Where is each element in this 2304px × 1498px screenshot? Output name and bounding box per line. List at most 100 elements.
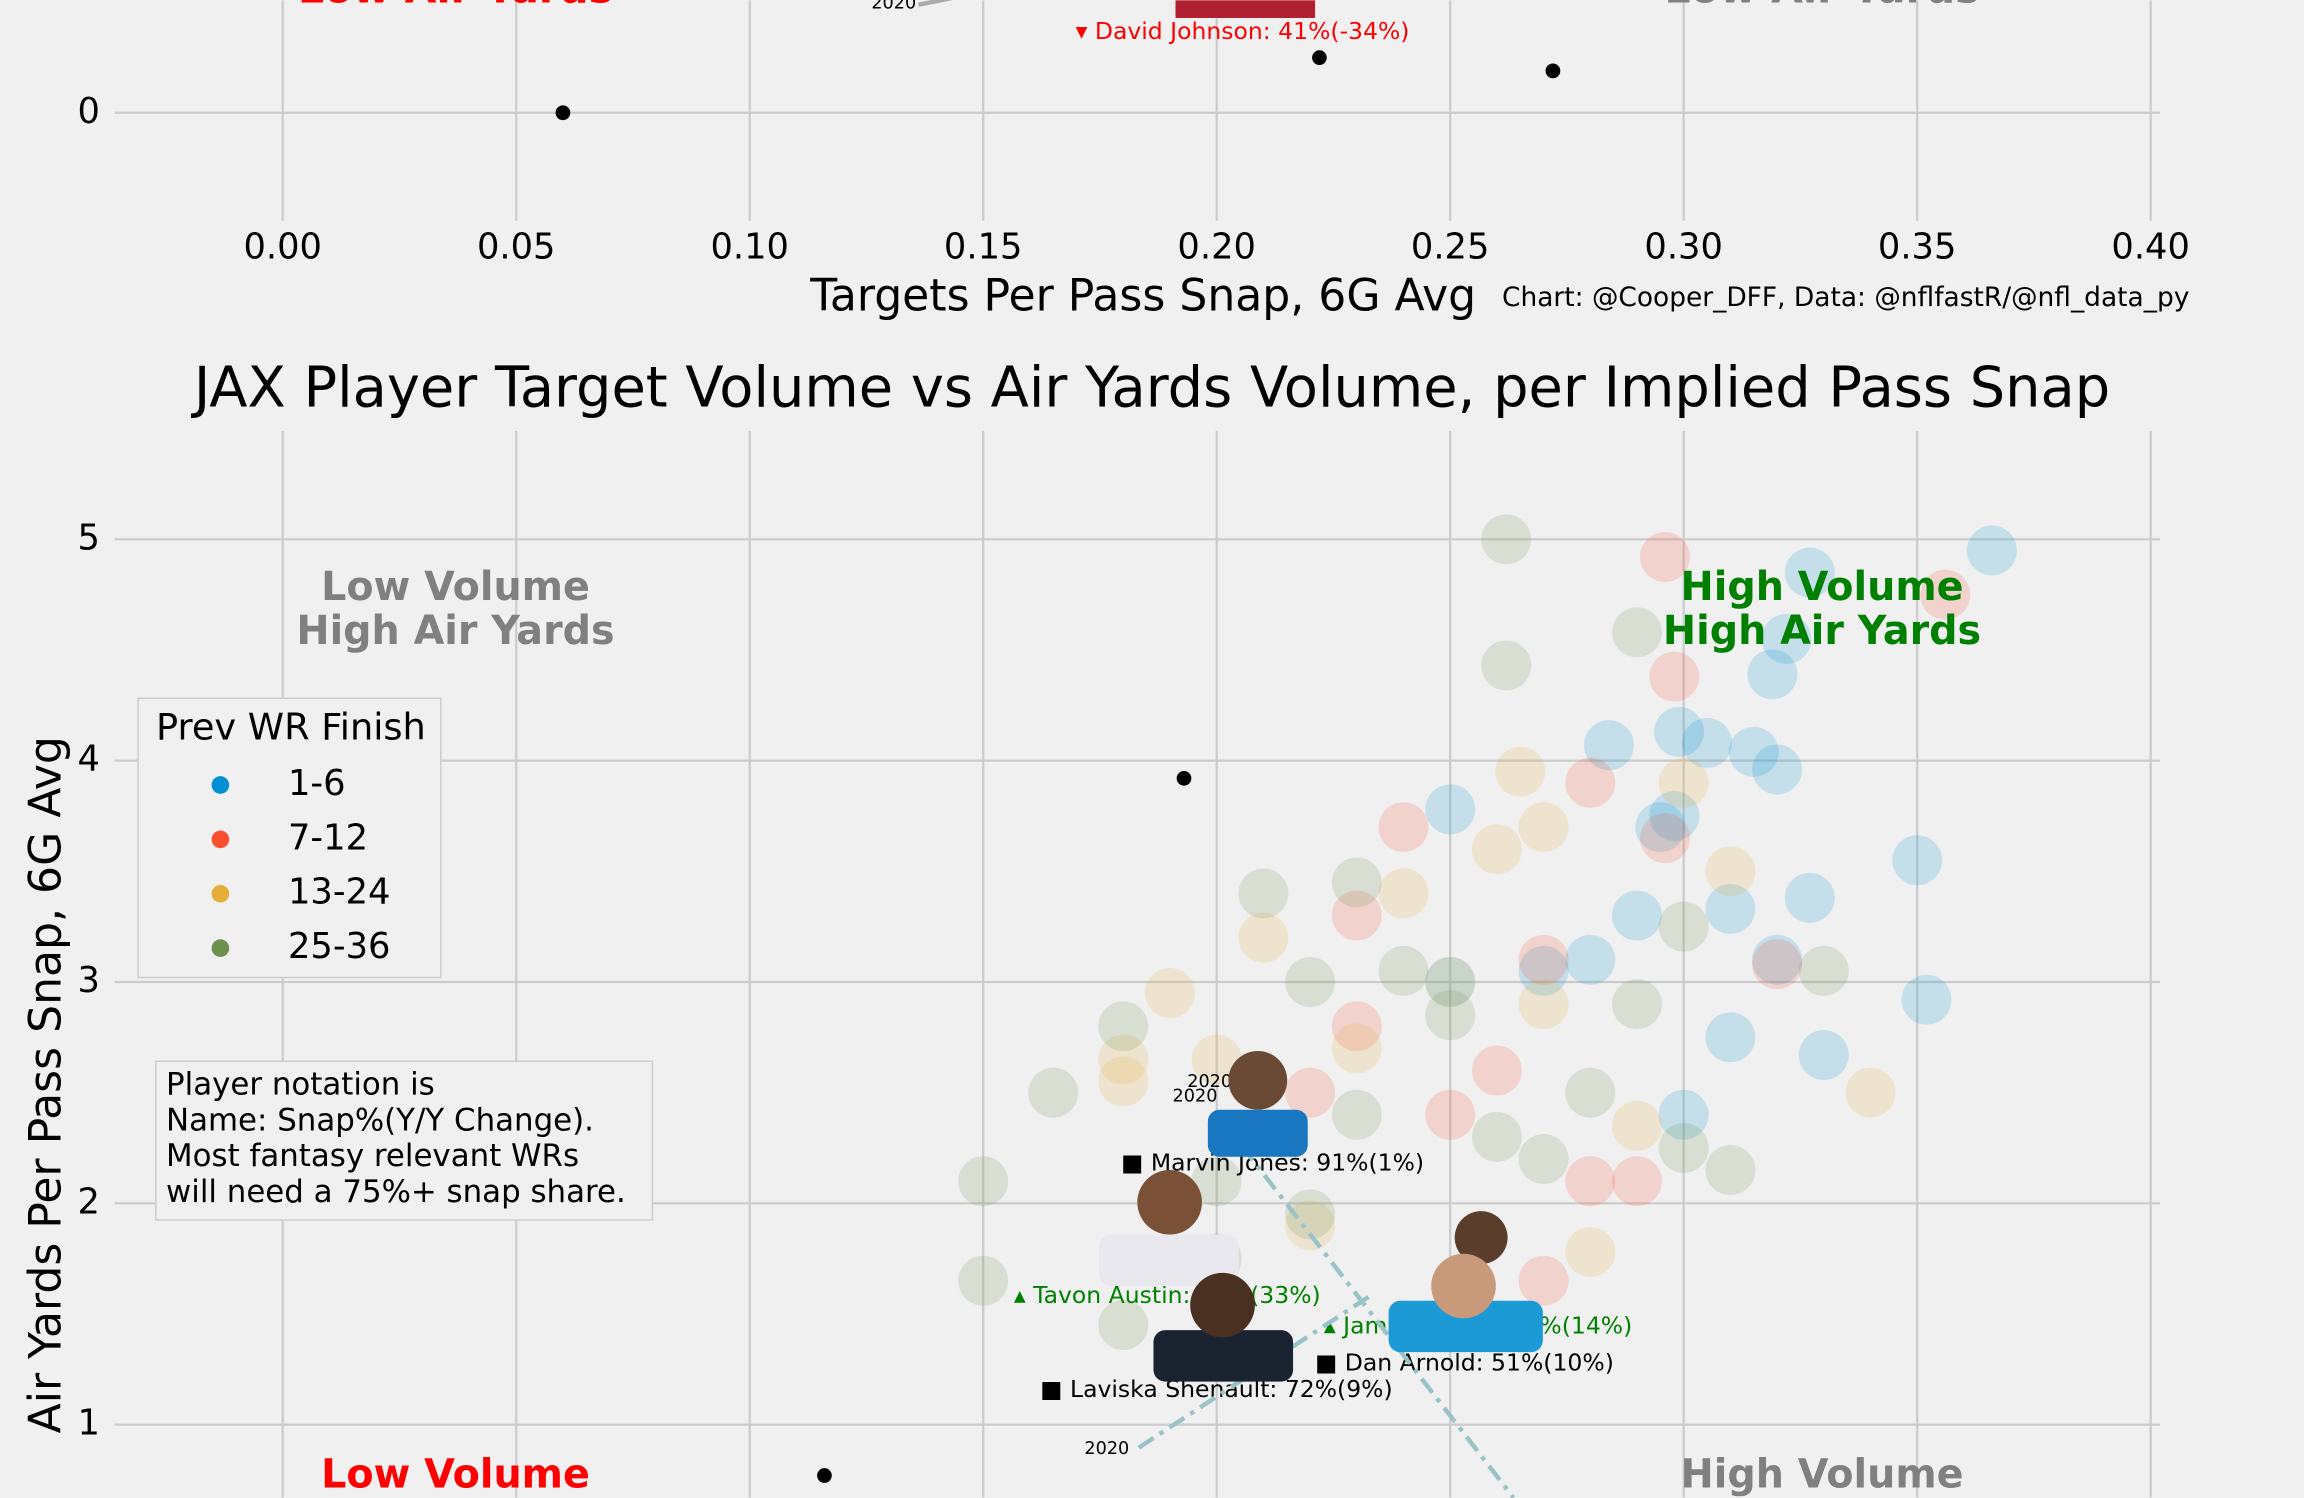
bubble bbox=[1611, 607, 1662, 658]
legend-marker bbox=[211, 939, 230, 957]
bubble bbox=[1611, 890, 1662, 941]
bubble bbox=[1495, 746, 1546, 797]
bubble bbox=[1425, 990, 1476, 1041]
legend-label: 13-24 bbox=[288, 872, 390, 913]
quadrant-label: High Volume bbox=[1681, 564, 1964, 610]
bubble bbox=[1285, 956, 1336, 1007]
bubble bbox=[1901, 974, 1952, 1025]
bubble bbox=[1145, 968, 1195, 1019]
bubble bbox=[1425, 956, 1476, 1007]
bubble bbox=[1425, 1089, 1476, 1140]
bubble bbox=[1747, 649, 1798, 700]
bubble bbox=[1565, 1156, 1616, 1207]
quadrant-label: High Air Yards bbox=[296, 608, 614, 654]
bubble bbox=[1565, 934, 1616, 985]
bubble bbox=[1611, 979, 1662, 1030]
y-tick-label: 4 bbox=[77, 739, 99, 780]
quadrant-label: High Volume bbox=[1681, 1452, 1964, 1498]
bubble bbox=[1654, 706, 1704, 757]
headshot bbox=[1099, 1169, 1239, 1287]
y-tick-label: 5 bbox=[77, 517, 99, 558]
y-tick-label: 3 bbox=[77, 960, 99, 1001]
annotation: 2020 bbox=[871, 0, 916, 13]
headshot bbox=[1388, 1211, 1543, 1353]
bubble bbox=[1331, 1001, 1382, 1052]
bubble bbox=[1658, 1089, 1709, 1140]
bubble bbox=[1658, 901, 1709, 952]
legend: Prev WR Finish 1-6 7-12 13-24 25-36 bbox=[137, 697, 442, 979]
decorations bbox=[917, 0, 1543, 1498]
bubble bbox=[1518, 802, 1569, 853]
bubble bbox=[1784, 872, 1835, 923]
x-tick-label: 0.15 bbox=[944, 227, 1023, 268]
legend-marker bbox=[211, 776, 230, 794]
bubble bbox=[1649, 790, 1700, 841]
bubble bbox=[1565, 1227, 1616, 1277]
point bbox=[1176, 771, 1192, 786]
bubble bbox=[1481, 514, 1532, 565]
bubble bbox=[1705, 1145, 1756, 1196]
bubble bbox=[1331, 890, 1382, 941]
y-tick-label: 1 bbox=[77, 1403, 99, 1444]
bubble bbox=[1238, 868, 1289, 919]
x-tick-label: 0.20 bbox=[1177, 227, 1256, 268]
x-axis-label: Targets Per Pass Snap, 6G Avg bbox=[809, 271, 1476, 322]
bubble bbox=[1378, 802, 1429, 853]
bubble bbox=[1378, 868, 1429, 919]
note-line: Player notation is bbox=[166, 1067, 435, 1103]
player-label: 2020 bbox=[1084, 1439, 1129, 1459]
headshot bbox=[1207, 1050, 1308, 1157]
point bbox=[555, 105, 571, 121]
bubble bbox=[1238, 912, 1289, 963]
bubble bbox=[1378, 945, 1429, 996]
bubble bbox=[1565, 757, 1616, 808]
connector bbox=[1137, 1291, 1376, 1450]
bubble bbox=[1471, 1045, 1522, 1096]
bubble bbox=[958, 1156, 1009, 1207]
bubble bbox=[1471, 1111, 1522, 1162]
bubble bbox=[1640, 532, 1690, 583]
y-axis-label: Air Yards Per Pass Snap, 6G Avg bbox=[20, 736, 71, 1433]
x-tick-label: 0.05 bbox=[477, 227, 556, 268]
bubble bbox=[1518, 979, 1569, 1030]
bubble bbox=[1705, 1012, 1756, 1063]
player-label: 2020 bbox=[1173, 1087, 1218, 1107]
point bbox=[1312, 50, 1327, 65]
bubble bbox=[1518, 1134, 1569, 1185]
bubble bbox=[1098, 1300, 1149, 1351]
credit: Chart: @Cooper_DFF, Data: @nflfastR/@nfl… bbox=[1502, 282, 2189, 313]
bubble bbox=[1798, 945, 1849, 996]
bubble bbox=[1331, 1089, 1382, 1140]
bubble bbox=[1798, 1030, 1849, 1080]
bubble bbox=[1191, 1156, 1242, 1207]
x-tick-label: 0.35 bbox=[1878, 227, 1957, 268]
bubble bbox=[1705, 846, 1756, 897]
bubble bbox=[1682, 717, 1733, 768]
bubble bbox=[1191, 1034, 1242, 1085]
bubble bbox=[1892, 835, 1943, 886]
point bbox=[1545, 63, 1561, 79]
bubble bbox=[958, 1255, 1009, 1306]
note-line: Name: Snap%(Y/Y Change). bbox=[166, 1102, 594, 1138]
point bbox=[817, 1468, 832, 1483]
bubble bbox=[1098, 1056, 1149, 1107]
annotation: Low Air Yards bbox=[1664, 0, 1979, 13]
x-tick-label: 0.10 bbox=[710, 227, 789, 268]
bubble bbox=[1518, 1255, 1569, 1306]
bubble bbox=[1761, 613, 1812, 664]
bubble bbox=[1028, 1067, 1079, 1118]
x-tick-label: 0.25 bbox=[1411, 227, 1489, 268]
bubble bbox=[1285, 1200, 1336, 1251]
annotation: Low Air Yards bbox=[298, 0, 613, 13]
legend-marker bbox=[211, 830, 230, 849]
bubble bbox=[1845, 1067, 1896, 1118]
quadrant-label: Low Volume bbox=[321, 1452, 590, 1498]
note-line: will need a 75%+ snap share. bbox=[166, 1174, 626, 1210]
bubble bbox=[1966, 525, 2017, 576]
y-tick-label: 0 bbox=[77, 91, 99, 132]
bubble bbox=[1098, 1001, 1149, 1052]
bubble bbox=[1518, 945, 1569, 996]
y-tick-label: 2 bbox=[77, 1181, 99, 1222]
bubble bbox=[1285, 1067, 1336, 1118]
